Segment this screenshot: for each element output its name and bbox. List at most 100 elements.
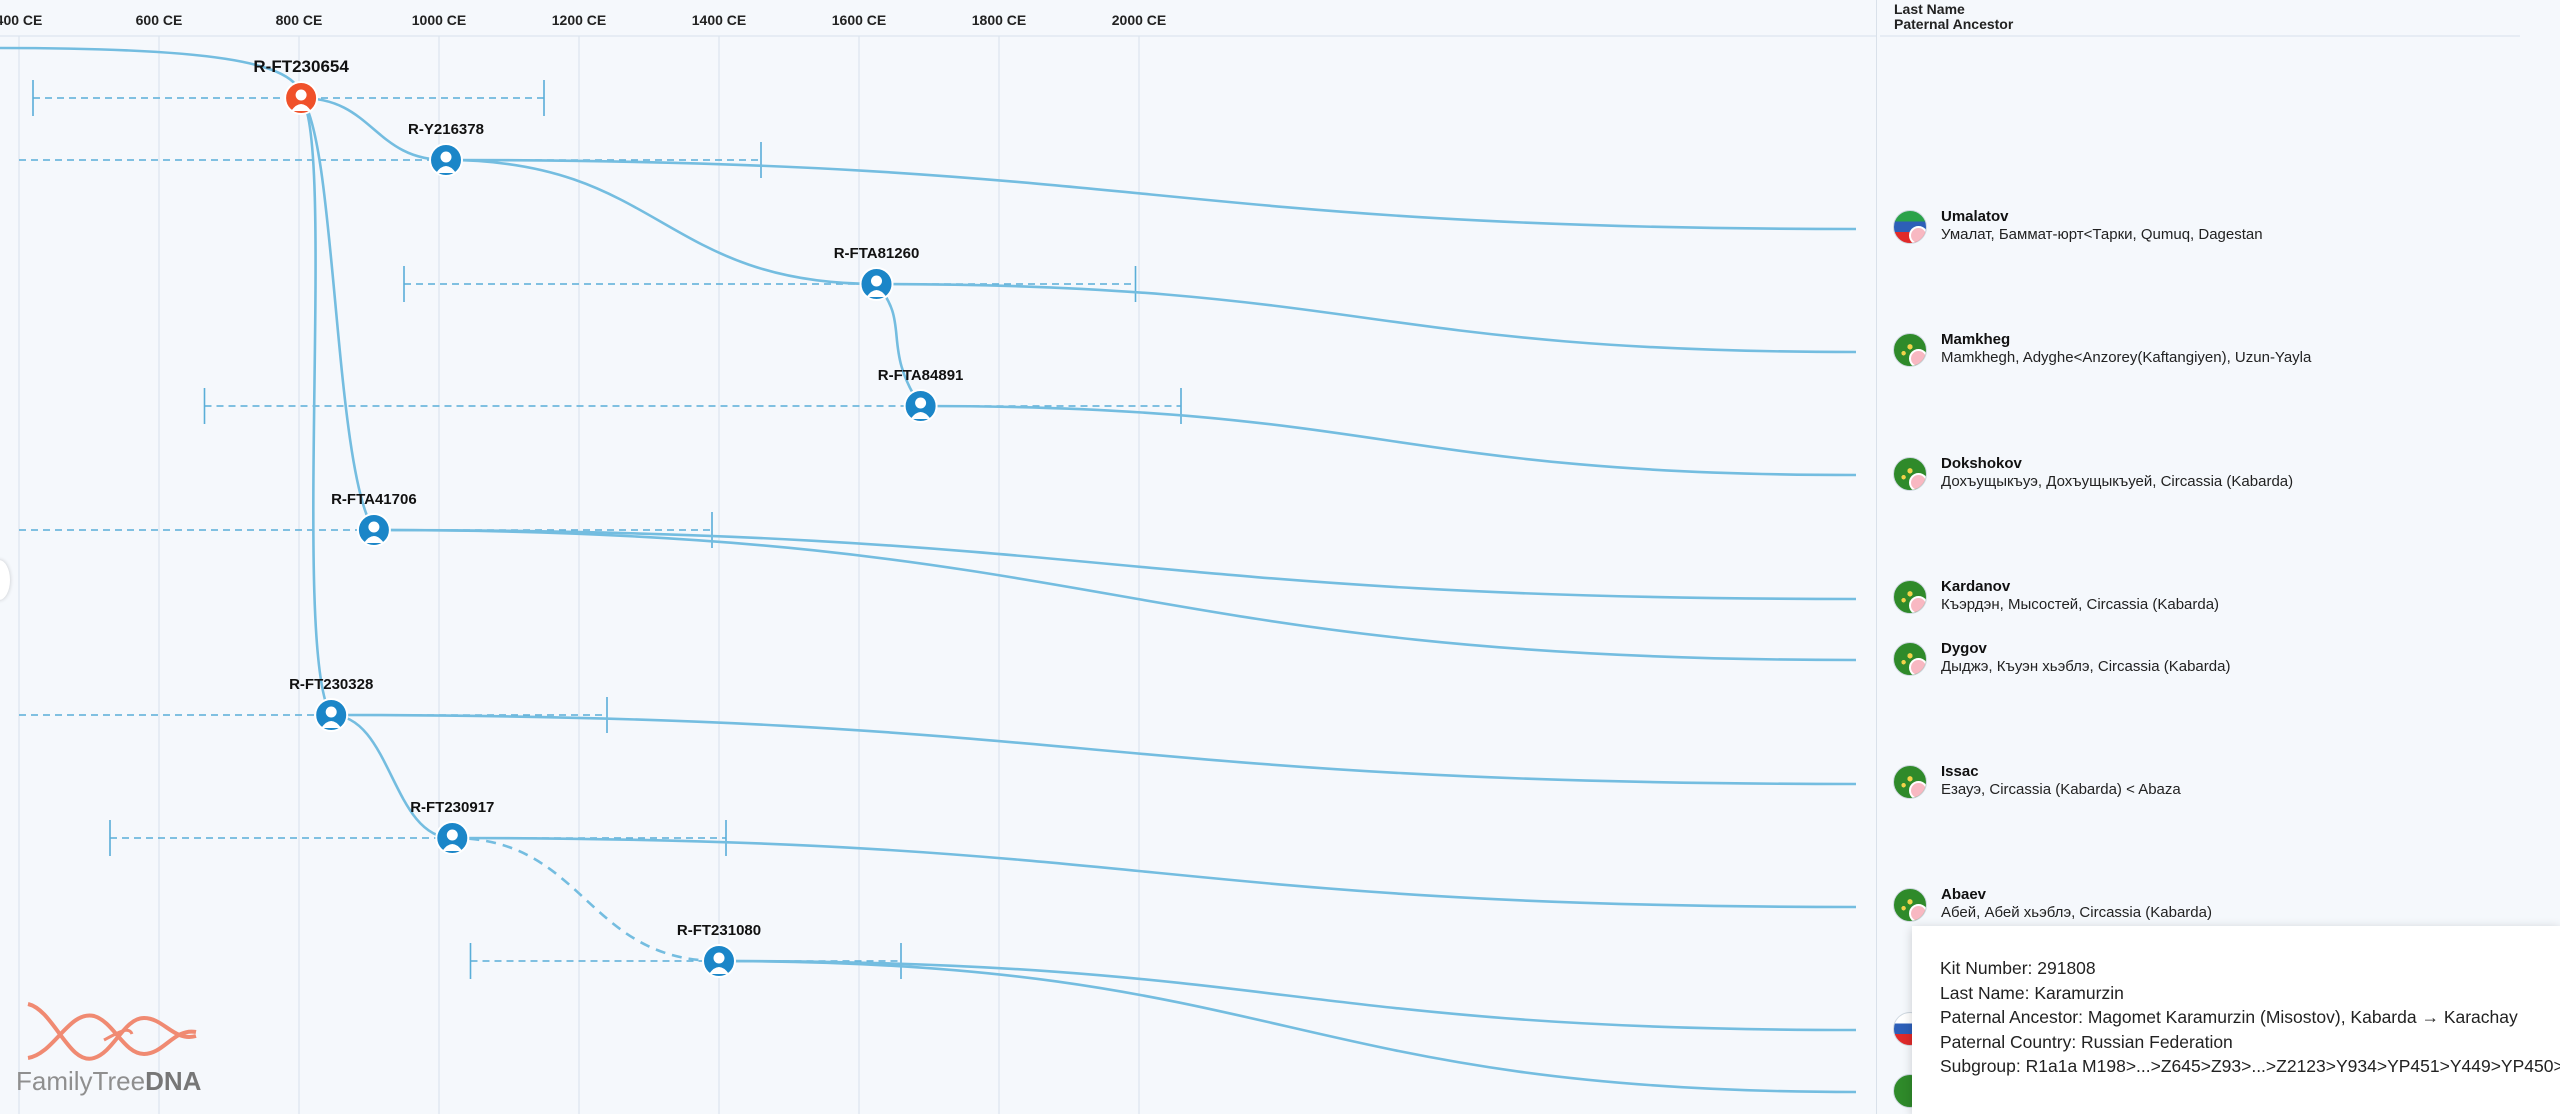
column-headers: Last Name Paternal Ancestor — [1894, 2, 2013, 32]
dna-helix-icon — [27, 1002, 197, 1061]
familytreedna-logo: FamilyTreeDNA — [16, 1066, 201, 1097]
person-head — [871, 275, 882, 287]
lineage-line — [331, 713, 453, 840]
lineage-line — [373, 528, 1857, 601]
dagestan-flag-icon — [1893, 210, 1927, 244]
circassia-flag-icon — [1893, 642, 1927, 676]
sample-ancestor: Абей, Абей хьэблэ, Circassia (Kabarda) — [1941, 904, 2212, 921]
lineage-line — [452, 836, 720, 963]
lineage-line — [445, 158, 1857, 231]
sample-last-name: Umalatov — [1941, 208, 2009, 225]
header-paternal-ancestor: Paternal Ancestor — [1894, 16, 2014, 32]
haplogroup-node[interactable]: R-FT231080 — [677, 922, 761, 978]
haplogroup-node[interactable]: R-FTA41706 — [331, 491, 417, 547]
circassia-flag-icon — [1893, 765, 1927, 799]
tooltip-paternal-ancestor: Paternal Ancestor: Magomet Karamurzin (M… — [1940, 1007, 2518, 1027]
person-body — [910, 412, 931, 419]
sample-row[interactable]: Issac Езауэ, Circassia (Kabarda) < Abaza — [1893, 761, 2533, 805]
axis-tick-label: 1400 CE — [692, 12, 746, 28]
haplogroup-node[interactable]: R-FT230654 — [253, 57, 349, 115]
tooltip-subgroup: Subgroup: R1a1a M198>...>Z645>Z93>...>Z2… — [1940, 1056, 2560, 1076]
sample-last-name: Issac — [1941, 763, 1979, 780]
axis-tick-label: 2000 CE — [1112, 12, 1166, 28]
circassia-flag-icon — [1893, 580, 1927, 614]
sample-ancestor: Дохъущыкъуэ, Дохъущыкъуей, Circassia (Ka… — [1941, 473, 2294, 490]
haplogroup-label: R-FTA84891 — [878, 367, 964, 384]
header-last-name: Last Name — [1894, 1, 1965, 17]
person-body — [442, 844, 463, 851]
haplogroup-label: R-FT230328 — [289, 676, 373, 693]
person-head — [446, 829, 458, 841]
sample-row[interactable]: Dygov Дыджэ, Къуэн хьэблэ, Circassia (Ka… — [1893, 638, 2533, 682]
haplogroup-node[interactable]: R-FT230328 — [289, 676, 373, 732]
person-body — [866, 290, 887, 297]
person-head — [713, 952, 725, 964]
lineage-line — [920, 404, 1857, 477]
person-body — [321, 721, 342, 728]
lineage-line — [452, 836, 1857, 909]
panel-divider — [1876, 0, 1877, 1114]
haplogroup-node[interactable]: R-FT230917 — [410, 799, 494, 855]
person-head — [295, 89, 307, 101]
lineage-line — [300, 97, 333, 716]
axis-tick-label: 1000 CE — [412, 12, 466, 28]
sample-last-name: Dokshokov — [1941, 455, 2022, 472]
sample-last-name: Abaev — [1941, 886, 1987, 903]
haplogroup-node[interactable]: R-Y216378 — [408, 121, 484, 177]
haplogroup-label: R-FT230654 — [253, 57, 349, 76]
axis-tick-label: 400 CE — [0, 12, 42, 28]
sample-row[interactable]: Abaev Абей, Абей хьэблэ, Circassia (Kaba… — [1893, 884, 2533, 928]
tooltip-last-name: Last Name: Karamurzin — [1940, 982, 2124, 1003]
lineage-line — [875, 283, 922, 407]
sample-row[interactable]: Kardanov Къэрдэн, Мысостей, Circassia (K… — [1893, 576, 2533, 620]
haplogroup-label: R-Y216378 — [408, 121, 484, 138]
haplogroup-label: R-FT230917 — [410, 799, 494, 816]
lineage-line — [876, 282, 1857, 354]
lineage-line — [300, 97, 375, 531]
sample-ancestor: Умалат, Баммат-юрт<Тарки, Qumuq, Dagesta… — [1941, 226, 2263, 243]
sample-ancestor: Дыджэ, Къуэн хьэблэ, Circassia (Kabarda) — [1941, 658, 2231, 675]
sample-ancestor: Езауэ, Circassia (Kabarda) < Abaza — [1941, 781, 2181, 798]
sample-row[interactable]: Umalatov Умалат, Баммат-юрт<Тарки, Qumuq… — [1893, 206, 2533, 250]
haplogroup-label: R-FTA41706 — [331, 491, 417, 508]
person-head — [440, 151, 452, 163]
axis-tick-label: 600 CE — [136, 12, 183, 28]
tooltip-kit-number: Kit Number: 291808 — [1940, 958, 2096, 978]
axis-tick-label: 1800 CE — [972, 12, 1026, 28]
scroll-handle[interactable] — [0, 560, 10, 600]
sample-row[interactable]: Mamkheg Mamkhegh, Adyghe<Anzorey(Kaftang… — [1893, 329, 2533, 373]
lineage-line — [331, 713, 1857, 786]
lineage-line — [718, 959, 1857, 1032]
logo-text-left: FamilyTree — [16, 1066, 146, 1096]
haplogroup-node[interactable]: R-FTA81260 — [834, 245, 920, 301]
sample-ancestor: Mamkhegh, Adyghe<Anzorey(Kaftangiyen), U… — [1941, 349, 2312, 366]
lineage-line — [445, 158, 877, 286]
sample-row[interactable]: Dokshokov Дохъущыкъуэ, Дохъущыкъуей, Cir… — [1893, 453, 2533, 497]
circassia-flag-icon — [1893, 888, 1927, 922]
circassia-flag-icon — [1893, 333, 1927, 367]
sample-last-name: Dygov — [1941, 640, 1987, 657]
person-body — [709, 967, 729, 974]
person-body — [363, 536, 384, 543]
logo-text-right: DNA — [145, 1066, 202, 1096]
sample-tooltip: Kit Number: 291808 Last Name: Karamurzin… — [1912, 926, 2560, 1114]
lineage-line — [718, 959, 1857, 1094]
sample-last-name: Mamkheg — [1941, 331, 2011, 348]
lineage-line — [301, 96, 447, 162]
axis-tick-label: 1200 CE — [552, 12, 606, 28]
haplogroup-node[interactable]: R-FTA84891 — [878, 367, 964, 423]
person-body — [436, 166, 456, 173]
circassia-flag-icon — [1893, 457, 1927, 491]
person-body — [291, 104, 312, 111]
sample-last-name: Kardanov — [1941, 578, 2011, 595]
haplogroup-label: R-FT231080 — [677, 922, 761, 939]
person-head — [915, 397, 927, 409]
person-head — [368, 521, 380, 533]
axis-tick-label: 800 CE — [276, 12, 323, 28]
axis-tick-label: 1600 CE — [832, 12, 886, 28]
lineage-line — [373, 528, 1857, 662]
sample-ancestor: Къэрдэн, Мысостей, Circassia (Kabarda) — [1941, 596, 2220, 613]
tooltip-paternal-country: Paternal Country: Russian Federation — [1940, 1031, 2233, 1052]
